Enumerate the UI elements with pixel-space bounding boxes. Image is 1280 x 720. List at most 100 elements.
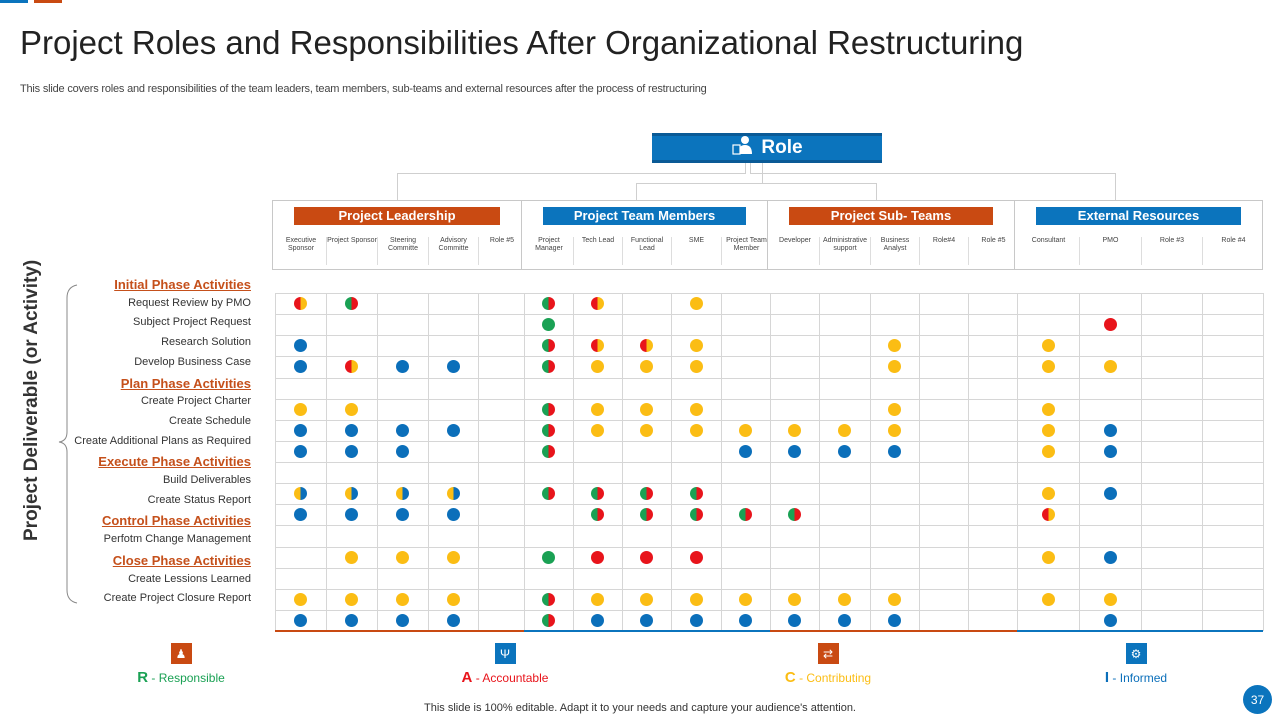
user-document-icon: [731, 134, 753, 162]
activity-label: Develop Business Case: [134, 355, 251, 368]
grid-line: [275, 567, 1263, 569]
role-column-header: Role #5: [489, 237, 515, 244]
responsible-accountable-dot: [640, 487, 653, 501]
contributing-dot: [591, 423, 604, 437]
connector: [397, 173, 746, 174]
group-underline: [770, 630, 1017, 632]
informed-dot: [294, 360, 307, 374]
informed-dot: [838, 444, 851, 458]
informed-dot: [446, 613, 460, 627]
phase-heading: Execute Phase Activities: [98, 454, 251, 470]
contributing-informed-dot: [446, 487, 460, 501]
contributing-dot: [1041, 402, 1055, 416]
informed-dot: [1103, 550, 1117, 564]
connector: [750, 163, 751, 173]
accountable-contributing-dot: [345, 360, 358, 374]
contributing-dot: [838, 423, 851, 437]
informed-dot: [294, 444, 307, 458]
connector: [745, 163, 746, 173]
informed-dot: [788, 613, 801, 627]
informed-dot: [1103, 423, 1117, 437]
contributing-dot: [1041, 360, 1055, 374]
role-group-1: Project Team Members Project Manager Tech …: [521, 200, 768, 270]
contributing-dot: [591, 402, 604, 416]
role-column-header: Role#4: [920, 237, 969, 265]
contributing-dot: [396, 592, 409, 606]
group-header: Project Sub- Teams: [789, 207, 993, 225]
legend-text: R - Responsible: [81, 669, 281, 686]
responsible-accountable-dot: [542, 444, 555, 458]
role-group-3: External Resources Consultant PMO Role #3 Ro…: [1014, 200, 1263, 270]
grid-line: [1141, 293, 1142, 631]
informed-dot: [1103, 444, 1117, 458]
legend-key: C: [784, 669, 796, 686]
informed-dot: [345, 613, 358, 627]
grid-line: [1263, 293, 1264, 631]
accent-bar-orange: [34, 0, 62, 3]
informed-dot: [294, 613, 307, 627]
grid-line: [275, 293, 276, 631]
activity-label: Create Project Charter: [140, 395, 251, 408]
group-header: Project Leadership: [294, 207, 500, 225]
responsible-accountable-dot: [689, 508, 703, 522]
contributing-dot: [446, 550, 460, 564]
grid-line: [622, 293, 623, 631]
legend-description: - Informed: [1112, 671, 1168, 685]
responsible-accountable-dot: [591, 508, 604, 522]
role-header: Role: [652, 133, 882, 163]
raci-matrix: [275, 293, 1264, 632]
legend-item-C: ⇄ C - Contributing: [728, 643, 928, 686]
informed-dot: [739, 613, 752, 627]
phase-heading: Initial Phase Activities: [114, 277, 251, 292]
contributing-dot: [294, 402, 307, 416]
legend-description: - Contributing: [799, 671, 872, 685]
informed-dot: [1103, 613, 1117, 627]
activity-label: Create Status Report: [147, 493, 251, 506]
responsible-accountable-dot: [591, 487, 604, 501]
accountable-dot: [689, 550, 703, 564]
informed-dot: [640, 613, 653, 627]
legend-text: C - Contributing: [728, 669, 928, 686]
contributing-dot: [294, 592, 307, 606]
phase-heading: Control Phase Activities: [101, 513, 251, 529]
contributing-dot: [689, 339, 703, 353]
connector: [636, 183, 876, 184]
contributing-dot: [838, 592, 851, 606]
role-column-header: Developer: [771, 237, 820, 265]
informed-dot: [396, 444, 409, 458]
grid-line: [428, 293, 429, 631]
grid-line: [478, 293, 479, 631]
informed-dot: [396, 360, 409, 374]
contributing-informed-dot: [396, 487, 409, 501]
informed-dot: [1103, 487, 1117, 501]
grid-line: [721, 293, 722, 631]
informed-dot: [446, 360, 460, 374]
responsible-accountable-dot: [542, 297, 555, 311]
grid-line: [275, 419, 1263, 421]
role-column-header: Project Sponsor: [327, 237, 378, 265]
accountable-contributing-dot: [1041, 508, 1055, 522]
activity-label: Subject Project Request: [132, 316, 251, 329]
connector: [397, 173, 398, 200]
accent-bar-blue: [0, 0, 28, 3]
role-column-header: Tech Lead: [574, 237, 623, 265]
responsible-accountable-dot: [345, 297, 358, 311]
responsible-accountable-dot: [788, 508, 801, 522]
contributing-dot: [591, 592, 604, 606]
footer-note: This slide is 100% editable. Adapt it to…: [424, 702, 856, 714]
contributing-dot: [888, 423, 901, 437]
connector: [876, 183, 877, 200]
activity-label: Create Lessions Learned: [128, 572, 251, 585]
phase-heading: Plan Phase Activities: [120, 375, 251, 391]
grid-line: [770, 293, 771, 631]
accountable-contributing-dot: [294, 297, 307, 311]
contributing-dot: [689, 297, 703, 311]
grid-line: [275, 314, 1263, 316]
responsible-accountable-dot: [542, 487, 555, 501]
grid-line: [870, 293, 871, 631]
contributing-dot: [888, 402, 901, 416]
responsible-accountable-dot: [542, 613, 555, 627]
grid-line: [671, 293, 672, 631]
grid-line: [275, 462, 1263, 463]
grid-line: [275, 504, 1263, 506]
